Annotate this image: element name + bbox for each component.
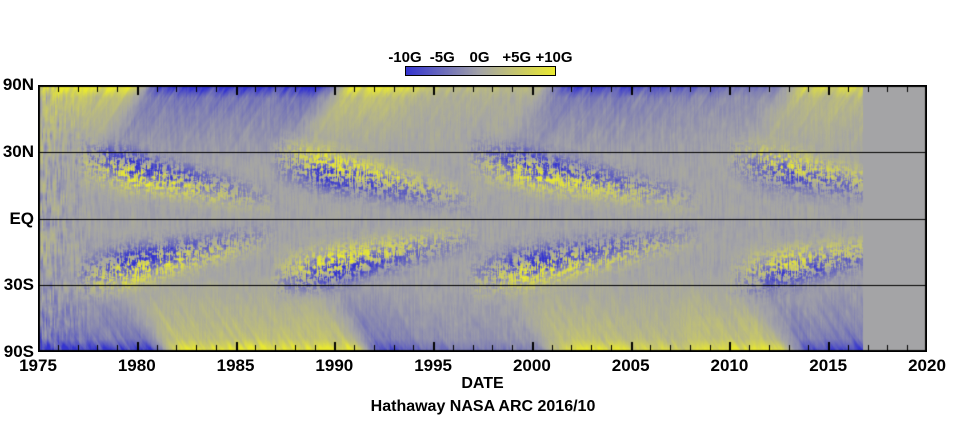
butterfly-canvas xyxy=(38,85,927,352)
x-axis-label: 1995 xyxy=(414,356,453,375)
y-axis-label: 90S xyxy=(3,342,34,361)
x-axis-label: 2020 xyxy=(908,356,946,375)
chart-caption: Hathaway NASA ARC 2016/10 xyxy=(370,398,596,415)
colorbar-tick-label: +5G xyxy=(502,49,532,66)
y-axis-label: 30N xyxy=(2,141,34,161)
x-axis-label: 1980 xyxy=(117,356,156,375)
x-axis-label: 2010 xyxy=(710,356,749,375)
y-axis-label: 90N xyxy=(2,75,34,94)
colorbar-tick-label: +10G xyxy=(535,49,573,66)
x-axis-label: 1985 xyxy=(216,356,255,375)
x-axis-label: 1975 xyxy=(19,356,57,375)
x-axis-label: 1990 xyxy=(315,356,354,375)
x-axis-title: DATE xyxy=(461,375,504,392)
y-axis-label: 30S xyxy=(3,275,34,295)
y-axis-label: EQ xyxy=(9,208,34,228)
colorbar-tick-label: -10G xyxy=(388,49,422,66)
colorbar-tick-label: 0G xyxy=(469,49,490,66)
colorbar-tick-label: -5G xyxy=(429,49,455,66)
x-axis-label: 2015 xyxy=(809,356,848,375)
x-axis-label: 2000 xyxy=(512,356,551,375)
colorbar-gradient xyxy=(405,66,556,76)
x-axis-label: 2005 xyxy=(611,356,650,375)
